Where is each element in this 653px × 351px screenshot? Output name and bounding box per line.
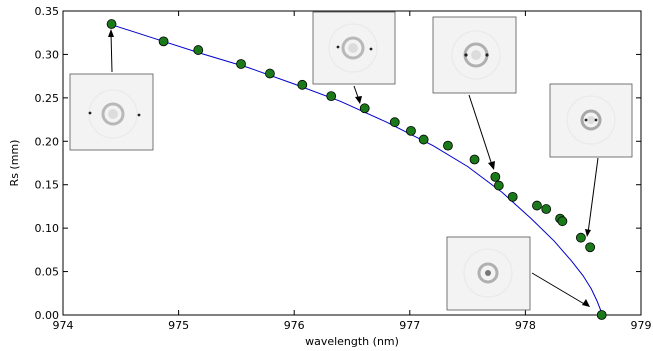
data-point bbox=[359, 103, 370, 114]
data-point bbox=[236, 59, 246, 69]
y-axis-label: Rs (mm) bbox=[8, 140, 21, 187]
arrow-5 bbox=[531, 272, 590, 307]
data-point bbox=[158, 36, 169, 47]
tick-labels: 974 975 976 977 978 979 0.00 0.05 0.10 0.15 0.20 0.… bbox=[35, 5, 652, 332]
annotation-arrows bbox=[108, 29, 599, 307]
data-point bbox=[596, 310, 607, 320]
inset-images bbox=[69, 11, 633, 311]
data-point bbox=[541, 204, 552, 214]
data-points bbox=[106, 19, 607, 320]
data-point bbox=[493, 180, 504, 191]
data-point bbox=[469, 154, 480, 165]
data-point bbox=[418, 134, 429, 145]
data-point bbox=[326, 91, 337, 102]
data-point bbox=[193, 45, 204, 55]
data-point bbox=[406, 125, 416, 136]
data-point bbox=[389, 117, 400, 128]
x-axis-label: wavelength (nm) bbox=[305, 335, 399, 348]
y-tick-label: 0.35 bbox=[35, 5, 60, 18]
arrow-2 bbox=[353, 85, 362, 104]
y-tick-label: 0.30 bbox=[35, 48, 60, 61]
axis-ticks bbox=[62, 10, 642, 316]
inset-image-2 bbox=[312, 11, 396, 85]
y-tick-label: 0.15 bbox=[35, 179, 60, 192]
inset-image-3 bbox=[432, 16, 517, 94]
x-tick-label: 974 bbox=[53, 319, 74, 332]
data-point bbox=[532, 200, 542, 211]
data-point bbox=[443, 140, 453, 151]
inset-image-1 bbox=[69, 73, 154, 151]
arrow-3 bbox=[468, 94, 495, 170]
y-tick-label: 0.00 bbox=[35, 309, 60, 322]
inset-image-4 bbox=[549, 83, 633, 158]
data-point bbox=[490, 171, 501, 182]
data-point bbox=[106, 19, 117, 29]
x-tick-label: 976 bbox=[284, 319, 305, 332]
data-point bbox=[575, 232, 586, 243]
y-tick-label: 0.20 bbox=[35, 135, 60, 148]
data-point bbox=[557, 216, 568, 227]
data-point bbox=[265, 68, 275, 79]
x-tick-label: 979 bbox=[631, 319, 652, 332]
data-point bbox=[585, 242, 596, 253]
x-tick-label: 975 bbox=[168, 319, 189, 332]
arrow-4 bbox=[585, 157, 599, 237]
y-tick-label: 0.05 bbox=[35, 266, 60, 279]
x-tick-label: 978 bbox=[515, 319, 536, 332]
y-tick-label: 0.25 bbox=[35, 92, 60, 105]
x-tick-label: 977 bbox=[399, 319, 420, 332]
data-point bbox=[507, 191, 518, 202]
data-point bbox=[297, 79, 308, 90]
inset-image-5 bbox=[446, 236, 531, 311]
y-tick-label: 0.10 bbox=[35, 222, 60, 235]
arrow-1 bbox=[108, 29, 114, 73]
